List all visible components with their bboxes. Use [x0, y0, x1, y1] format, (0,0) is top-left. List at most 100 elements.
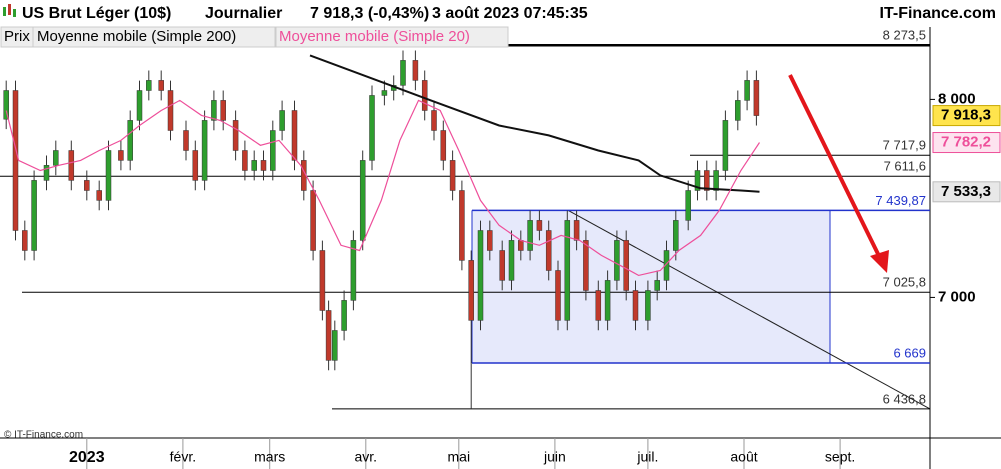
ma-line — [309, 54, 760, 193]
range-box — [472, 210, 830, 363]
candle-body — [685, 190, 691, 221]
candle-body — [211, 100, 217, 121]
candle-body — [744, 80, 750, 101]
candle-body — [359, 160, 366, 241]
candle-body — [604, 280, 611, 321]
candle-body — [735, 100, 741, 121]
x-tick-label: févr. — [170, 449, 196, 465]
candle-body — [341, 300, 347, 331]
candle-body — [3, 90, 9, 120]
candle-body — [722, 120, 729, 171]
candle-body — [564, 220, 571, 321]
level-label: 7 439,87 — [875, 193, 926, 208]
candle-body — [53, 150, 59, 166]
candle-body — [645, 290, 651, 321]
quote: 7 918,3 (-0,43%) — [310, 5, 429, 22]
candle-body — [499, 250, 505, 281]
candle-body — [573, 220, 580, 241]
candle-body — [242, 150, 248, 171]
candle-body — [536, 220, 543, 231]
candle-body — [440, 130, 447, 161]
candle-body — [201, 120, 208, 181]
y-tick-label: 8 000 — [938, 90, 976, 107]
level-label: 7 025,8 — [883, 275, 926, 290]
x-tick-label: mai — [448, 449, 471, 465]
candle-body — [350, 240, 357, 301]
candle-body — [654, 280, 660, 291]
level-label: 6 436,8 — [883, 391, 926, 406]
last-price-label: 7 918,3 — [941, 107, 991, 124]
candle-body — [325, 310, 332, 361]
candle-body — [431, 110, 437, 131]
candle-body — [508, 240, 515, 281]
x-tick-label: sept. — [825, 449, 855, 465]
candle-body — [673, 220, 679, 251]
period: Journalier — [205, 5, 282, 22]
candle-body — [167, 90, 174, 131]
candle-body — [518, 240, 524, 251]
candle-body — [270, 130, 276, 171]
candle-body — [694, 170, 701, 191]
candle-body — [545, 230, 552, 271]
x-tick-label: mars — [254, 449, 285, 465]
candle-body — [105, 150, 112, 201]
candle-body — [232, 120, 239, 151]
candle-body — [623, 240, 629, 291]
candle-body — [183, 130, 189, 151]
level-label: 7 717,9 — [883, 138, 926, 153]
candle-body — [583, 240, 589, 291]
ma200-label: 7 533,3 — [941, 183, 991, 200]
candle-body — [96, 190, 102, 201]
candle-body — [319, 250, 326, 311]
x-tick-label: juil. — [636, 449, 658, 465]
source: IT-Finance.com — [880, 5, 996, 22]
last-price-label-box — [932, 105, 1001, 127]
copyright: © IT-Finance.com — [4, 430, 83, 441]
candle-body — [632, 290, 639, 321]
candle-body — [31, 180, 37, 251]
candle-body — [459, 190, 465, 261]
candle-body — [118, 150, 124, 161]
candle-body — [84, 180, 90, 191]
candle-body — [753, 80, 760, 116]
candle-body — [713, 170, 719, 191]
candle-body — [595, 290, 602, 321]
candle-body — [468, 260, 474, 321]
candle-body — [68, 150, 75, 181]
candle-body — [220, 100, 226, 121]
candle-body — [421, 80, 428, 111]
candle-body — [158, 80, 164, 91]
ma20-label-box — [932, 132, 1001, 154]
candle-body — [400, 60, 406, 86]
candle-body — [12, 90, 19, 231]
legend-ma20: Moyenne mobile (Simple 20) — [279, 28, 470, 45]
level-label: 7 611,6 — [884, 159, 926, 174]
ma200-label-box — [932, 181, 1001, 203]
candle-body — [192, 150, 199, 181]
candle-body — [663, 250, 670, 281]
level-label: 6 669 — [893, 345, 926, 360]
candle-body — [291, 110, 298, 161]
candle-body — [381, 90, 388, 96]
red-arrow — [788, 74, 889, 273]
candle-body — [136, 90, 143, 121]
y-tick-label: 7 000 — [938, 288, 976, 305]
date: 3 août 2023 07:45:35 — [432, 5, 588, 22]
candle-body — [614, 240, 620, 281]
candle-body — [477, 230, 484, 321]
candle-body — [22, 230, 28, 251]
x-tick-label: juin — [543, 449, 566, 465]
candle-body — [260, 160, 267, 171]
candle-body — [43, 165, 50, 181]
candle-body — [146, 80, 152, 91]
candle-body — [310, 190, 316, 251]
candle-body — [251, 160, 257, 171]
logo — [3, 4, 16, 17]
legend-ma200: Moyenne mobile (Simple 200) — [37, 28, 236, 45]
ma20-label: 7 782,2 — [941, 133, 991, 150]
candle-body — [369, 95, 375, 161]
ma-line — [5, 99, 760, 277]
candle-body — [332, 330, 338, 361]
candle-body — [704, 170, 710, 191]
